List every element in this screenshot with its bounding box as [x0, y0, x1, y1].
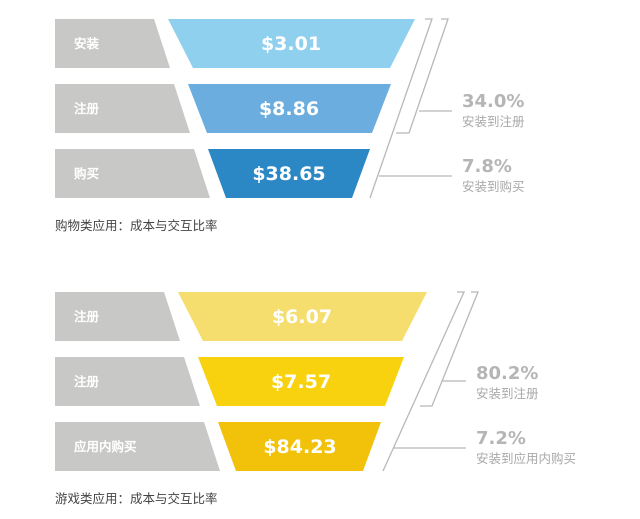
- funnel-2-stage-value-1: $6.07: [272, 306, 332, 328]
- funnel-1-stage-label-3: 购买: [74, 166, 99, 181]
- funnel-2-stage-label-2: 注册: [74, 374, 100, 389]
- funnel-1-stage-label-1: 安装: [74, 36, 100, 51]
- games-funnel: 注册 注册 应用内购买 $6.07 $7.57 $84.23 80.2% 安装到…: [55, 291, 576, 506]
- funnel-2-bracket-outer: [382, 291, 466, 472]
- funnel-1-segment-register: [188, 84, 391, 133]
- funnel-2-stage-label-1: 注册: [74, 309, 100, 324]
- funnel-1-bracket-outer: [369, 18, 433, 199]
- funnel-2-conversion-percent-1: 80.2%: [476, 363, 538, 384]
- funnel-2-stage-label-3: 应用内购买: [74, 439, 137, 454]
- funnel-2-conversion-percent-2: 7.2%: [476, 428, 526, 449]
- funnel-1-conversion-percent-1: 34.0%: [462, 91, 524, 112]
- funnel-1-label-bar-1: [55, 19, 170, 68]
- shopping-funnel: 安装 注册 购买 $3.01 $8.86 $38.65 34.0% 安装到注册 …: [55, 18, 525, 233]
- funnel-2-segment-register: [178, 292, 427, 341]
- funnel-1-label-bar-2: [55, 84, 190, 133]
- funnel-1-conversion-text-1: 安装到注册: [462, 114, 525, 129]
- funnel-1-stage-value-2: $8.86: [259, 98, 319, 120]
- funnel-2-label-bar-2: [55, 357, 200, 406]
- funnel-2-segment-register-2: [198, 357, 404, 406]
- funnel-2-label-bar-1: [55, 292, 180, 341]
- funnel-2-stage-value-2: $7.57: [271, 371, 331, 393]
- funnel-2-segment-iap: [218, 422, 381, 471]
- funnel-1-segment-install: [168, 19, 415, 68]
- funnel-1-stage-value-3: $38.65: [252, 163, 325, 185]
- funnel-2-label-bar-3: [55, 422, 220, 471]
- funnel-1-segment-purchase: [208, 149, 370, 198]
- funnel-2-bracket-inner: [420, 291, 479, 407]
- funnel-1-conversion-percent-2: 7.8%: [462, 156, 512, 177]
- funnel-1-conversion-text-2: 安装到购买: [462, 179, 525, 194]
- funnel-2-stage-value-3: $84.23: [263, 436, 336, 458]
- funnel-1-bracket-inner: [396, 18, 449, 134]
- funnel-1-stage-label-2: 注册: [74, 101, 100, 116]
- funnel-1-caption: 购物类应用：成本与交互比率: [55, 218, 218, 233]
- funnel-2-conversion-text-2: 安装到应用内购买: [476, 451, 576, 466]
- funnel-2-caption: 游戏类应用：成本与交互比率: [55, 491, 218, 506]
- funnel-2-conversion-text-1: 安装到注册: [476, 386, 539, 401]
- funnel-1-label-bar-3: [55, 149, 210, 198]
- funnel-1-stage-value-1: $3.01: [261, 33, 321, 55]
